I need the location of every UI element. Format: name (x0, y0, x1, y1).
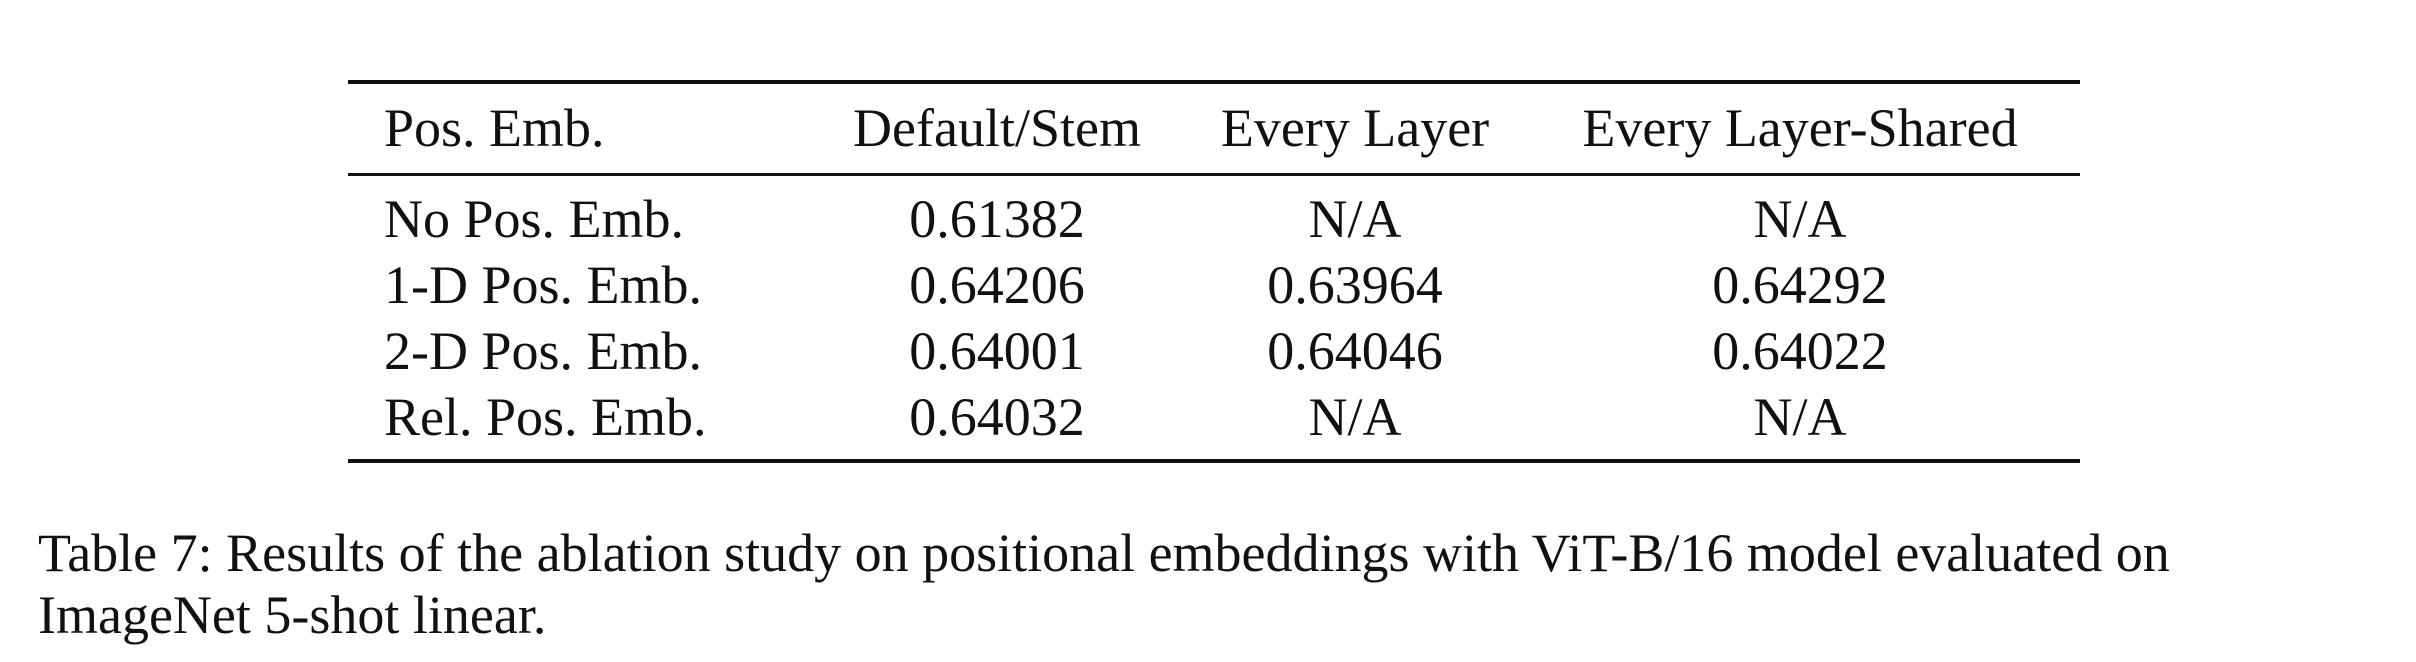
cell-every-layer: 0.63964 (1267, 255, 1443, 315)
header-every-layer: Every Layer (1220, 98, 1490, 158)
caption-line-1: Table 7: Results of the ablation study o… (38, 523, 2170, 583)
row-label: Rel. Pos. Emb. (384, 387, 707, 447)
cell-every-layer-shared: 0.64022 (1712, 321, 1888, 381)
table-row: 2-D Pos. Emb. 0.64001 0.64046 0.64022 (348, 318, 2080, 384)
caption-line-2: ImageNet 5-shot linear. (38, 585, 547, 645)
cell-default-stem: 0.64001 (909, 321, 1085, 381)
cell-every-layer: N/A (1308, 189, 1402, 249)
cell-default-stem: 0.64206 (909, 255, 1085, 315)
cell-default-stem: 0.61382 (909, 189, 1085, 249)
table-row: No Pos. Emb. 0.61382 N/A N/A (348, 174, 2080, 253)
table-row: Rel. Pos. Emb. 0.64032 N/A N/A (348, 384, 2080, 461)
table-row: 1-D Pos. Emb. 0.64206 0.63964 0.64292 (348, 252, 2080, 318)
cell-every-layer: N/A (1308, 387, 1402, 447)
header-every-layer-shared: Every Layer-Shared (1582, 98, 2018, 158)
table-caption: Table 7: Results of the ablation study o… (38, 522, 2388, 646)
cell-every-layer-shared: 0.64292 (1712, 255, 1888, 315)
row-label: 2-D Pos. Emb. (384, 321, 703, 381)
cell-every-layer: 0.64046 (1267, 321, 1443, 381)
header-default-stem: Default/Stem (853, 98, 1141, 158)
cell-every-layer-shared: N/A (1753, 189, 1847, 249)
results-table: Pos. Emb. Default/Stem Every Layer Every… (348, 80, 2080, 463)
row-label: No Pos. Emb. (384, 189, 685, 249)
results-table-container: Pos. Emb. Default/Stem Every Layer Every… (348, 80, 2080, 463)
table-header-row: Pos. Emb. Default/Stem Every Layer Every… (348, 82, 2080, 175)
cell-default-stem: 0.64032 (909, 387, 1085, 447)
header-pos-emb: Pos. Emb. (384, 98, 605, 158)
cell-every-layer-shared: N/A (1753, 387, 1847, 447)
row-label: 1-D Pos. Emb. (384, 255, 703, 315)
